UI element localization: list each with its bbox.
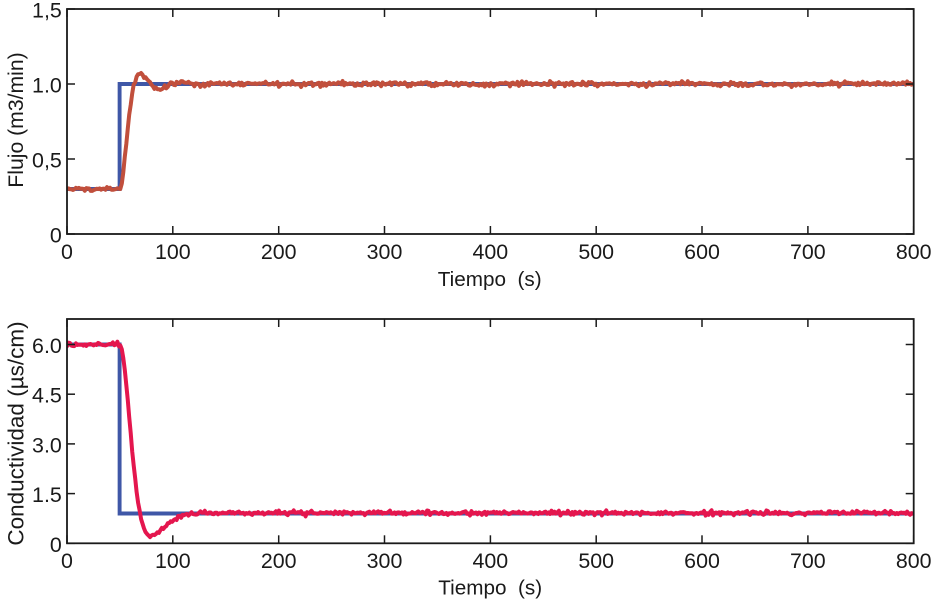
svg-text:3.0: 3.0 [32, 433, 62, 457]
svg-text:0,5: 0,5 [32, 149, 62, 173]
svg-text:200: 200 [261, 240, 297, 264]
svg-text:Flujo (m3/min): Flujo (m3/min) [5, 52, 28, 187]
svg-text:1.5: 1.5 [32, 483, 62, 507]
svg-text:100: 100 [155, 240, 191, 264]
svg-text:6.0: 6.0 [32, 334, 62, 358]
svg-text:600: 600 [684, 549, 720, 573]
svg-text:400: 400 [472, 240, 508, 264]
svg-text:800: 800 [896, 240, 932, 264]
svg-text:0: 0 [50, 533, 62, 557]
svg-text:100: 100 [155, 549, 191, 573]
svg-text:Tiempo (s): Tiempo (s) [438, 576, 542, 599]
svg-text:500: 500 [578, 240, 614, 264]
svg-text:400: 400 [472, 549, 508, 573]
svg-text:4.5: 4.5 [32, 384, 62, 408]
svg-text:700: 700 [790, 549, 826, 573]
svg-text:700: 700 [790, 240, 826, 264]
svg-text:600: 600 [684, 240, 720, 264]
svg-text:0: 0 [50, 224, 62, 248]
svg-text:Conductividad (µs/cm): Conductividad (µs/cm) [4, 321, 29, 545]
svg-text:800: 800 [896, 549, 932, 573]
svg-text:Tiempo (s): Tiempo (s) [438, 268, 542, 291]
svg-text:1.0: 1.0 [32, 74, 62, 98]
svg-text:1,5: 1,5 [32, 0, 62, 23]
svg-text:0: 0 [61, 549, 73, 573]
svg-text:300: 300 [367, 240, 403, 264]
svg-text:500: 500 [578, 549, 614, 573]
svg-text:200: 200 [261, 549, 297, 573]
svg-text:300: 300 [367, 549, 403, 573]
svg-text:0: 0 [61, 240, 73, 264]
